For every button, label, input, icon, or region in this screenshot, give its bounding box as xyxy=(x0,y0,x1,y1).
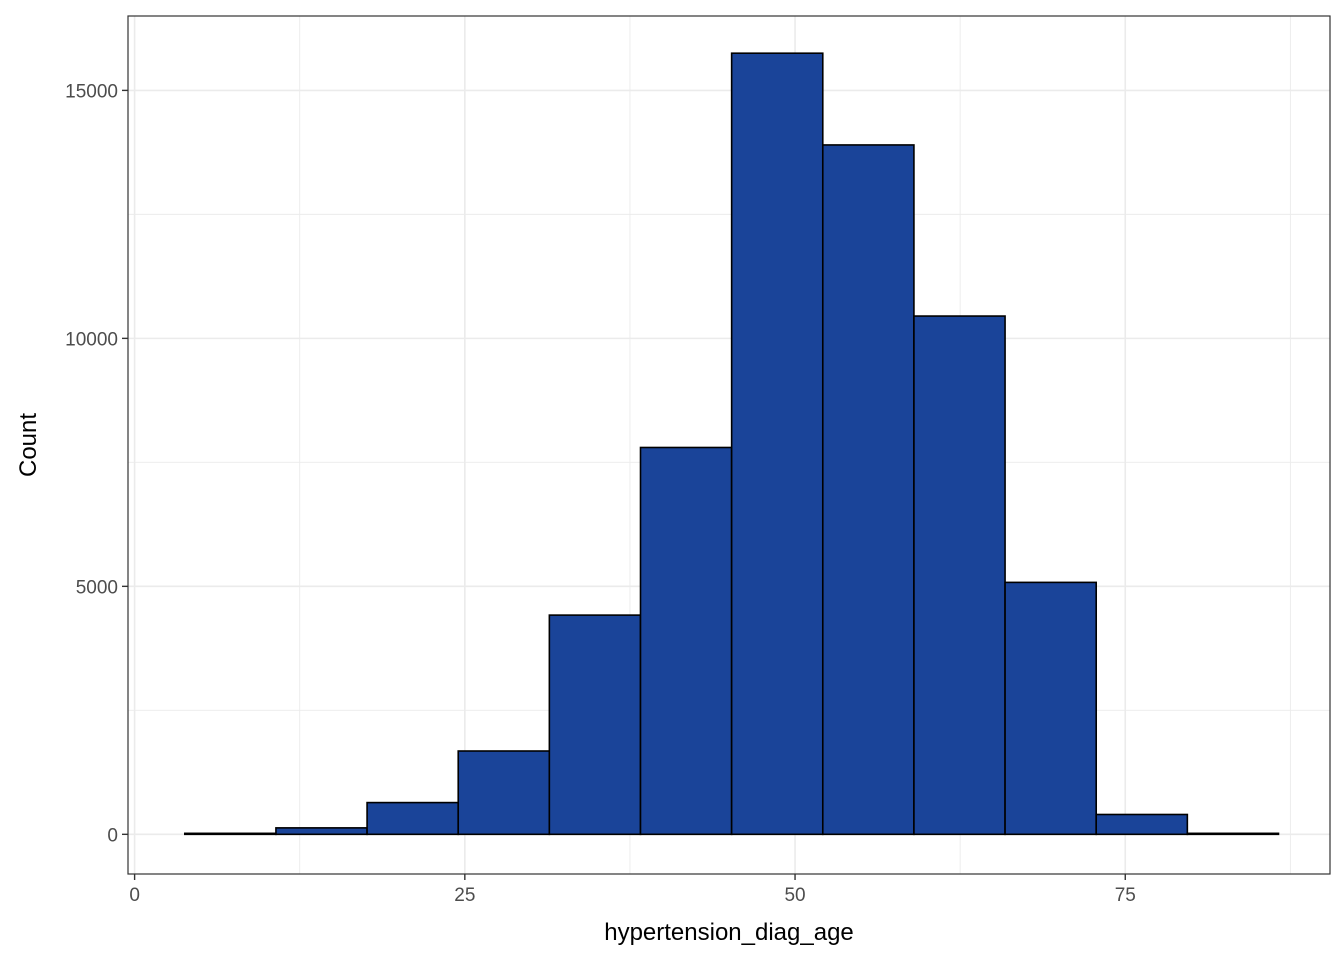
bars-layer xyxy=(183,52,1280,836)
histogram-bar xyxy=(1095,813,1189,836)
histogram-bar xyxy=(275,827,368,836)
y-tick-label: 5000 xyxy=(76,577,118,598)
histogram-bar xyxy=(1004,581,1098,836)
histogram-bar xyxy=(1186,832,1280,836)
x-tick-label: 75 xyxy=(1115,885,1136,906)
y-tick-label: 0 xyxy=(107,825,118,846)
axes-layer: 0 25 50 75 0 5000 10000 15000 xyxy=(65,81,1136,906)
x-tick-label: 50 xyxy=(784,885,805,906)
x-tick-label: 0 xyxy=(129,885,140,906)
y-tick-label: 15000 xyxy=(65,81,118,102)
histogram-bar xyxy=(639,446,733,836)
x-axis-title: hypertension_diag_age xyxy=(604,919,854,946)
y-tick-label: 10000 xyxy=(65,329,118,350)
histogram-bar xyxy=(548,614,642,836)
histogram-bar xyxy=(913,315,1006,836)
histogram-bar xyxy=(457,750,551,836)
panel-border xyxy=(127,15,1331,875)
histogram-bar xyxy=(366,801,460,836)
x-tick-label: 25 xyxy=(454,885,475,906)
histogram-bar xyxy=(183,832,277,836)
y-axis-title: Count xyxy=(15,413,42,477)
histogram-bar xyxy=(821,144,915,836)
histogram-bar xyxy=(730,52,824,836)
